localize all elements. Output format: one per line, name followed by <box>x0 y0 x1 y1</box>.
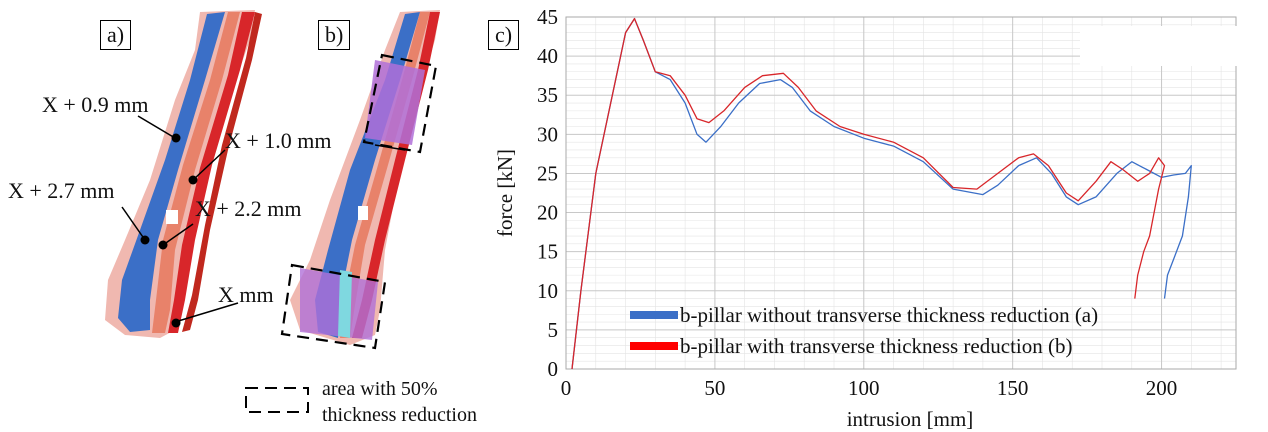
plot-top-blank <box>1080 26 1240 66</box>
y-axis-title: force [kN] <box>493 149 517 237</box>
x-tick-label: 0 <box>561 376 572 400</box>
y-tick-label: 40 <box>537 44 558 68</box>
y-tick-label: 0 <box>548 357 559 381</box>
pillar-a-drawing <box>105 10 262 338</box>
chart-legend: b-pillar without transverse thickness re… <box>630 303 1098 358</box>
area-legend-swatch <box>245 387 309 413</box>
annotation-x-mm: X mm <box>218 282 274 307</box>
x-tick-label: 200 <box>1146 376 1178 400</box>
pillar-b-drawing <box>290 10 440 345</box>
y-tick-label: 5 <box>548 318 559 342</box>
dashed-area-lower <box>280 263 387 350</box>
panel-a-label: a) <box>100 20 132 50</box>
chart-ticks: 0 5 10 15 20 25 30 35 40 45 0 50 100 150 200 <box>537 5 1177 400</box>
pillar-illustrations <box>105 10 440 413</box>
y-tick-label: 10 <box>537 279 558 303</box>
annotation-x-plus-0-9: X + 0.9 mm <box>42 92 149 117</box>
legend-swatch-0 <box>630 311 678 319</box>
y-tick-label: 25 <box>537 161 558 185</box>
legend-label-0: b-pillar without transverse thickness re… <box>680 303 1098 327</box>
panel-b-label: b) <box>318 20 351 50</box>
plot-frame <box>565 16 1237 370</box>
annotation-x-plus-2-7: X + 2.7 mm <box>8 178 115 203</box>
y-tick-label: 20 <box>537 201 558 225</box>
x-tick-label: 150 <box>997 376 1029 400</box>
panel-c-label: c) <box>488 20 520 50</box>
area-legend-line2: thickness reduction <box>322 404 477 426</box>
annotation-x-plus-2-2: X + 2.2 mm <box>195 196 302 221</box>
x-tick-label: 50 <box>704 376 725 400</box>
area-legend-line1: area with 50% <box>322 378 438 400</box>
legend-swatch-1 <box>630 342 678 350</box>
series-line-1 <box>571 17 1166 370</box>
y-tick-label: 15 <box>537 240 558 264</box>
legend-label-1: b-pillar with transverse thickness reduc… <box>680 334 1072 358</box>
y-tick-label: 35 <box>537 83 558 107</box>
chart-series <box>571 17 1192 370</box>
dashed-area-upper <box>362 53 438 154</box>
y-tick-label: 45 <box>537 5 558 29</box>
x-tick-label: 100 <box>848 376 880 400</box>
y-tick-label: 30 <box>537 122 558 146</box>
annotation-x-plus-1-0: X + 1.0 mm <box>225 128 332 153</box>
x-axis-title: intrusion [mm] <box>847 407 974 431</box>
